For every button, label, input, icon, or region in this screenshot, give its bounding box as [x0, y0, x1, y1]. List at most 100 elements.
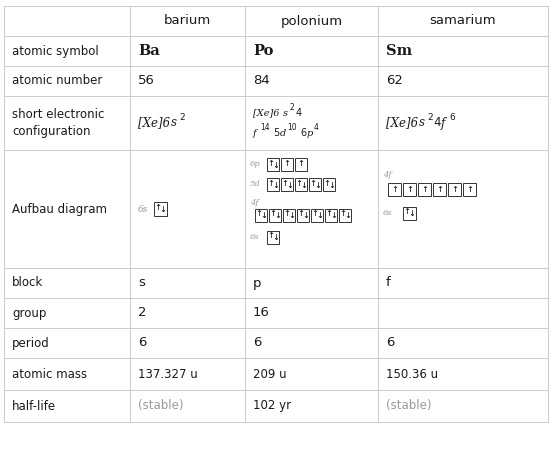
Text: ↑: ↑: [267, 158, 274, 167]
Text: 150.36 u: 150.36 u: [386, 368, 438, 381]
Text: f: f: [386, 276, 391, 289]
Bar: [295, 178, 307, 191]
Text: ↑: ↑: [267, 232, 274, 240]
Text: ↑: ↑: [155, 204, 161, 212]
Bar: [311, 208, 323, 221]
Text: 209 u: 209 u: [253, 368, 287, 381]
Text: barium: barium: [164, 14, 211, 27]
Text: configuration: configuration: [12, 124, 91, 137]
Text: ↑: ↑: [255, 210, 262, 219]
Text: Sm: Sm: [386, 44, 412, 58]
Text: ↑: ↑: [284, 159, 290, 169]
Text: ↑: ↑: [323, 178, 330, 187]
Text: p: p: [253, 276, 261, 289]
Text: 6: 6: [386, 336, 394, 350]
Bar: [269, 208, 281, 221]
Text: 6s: 6s: [383, 209, 393, 217]
Text: ↓: ↓: [272, 160, 279, 170]
Text: ↑: ↑: [421, 185, 428, 193]
Bar: [281, 158, 293, 171]
Text: ↑: ↑: [406, 185, 413, 193]
Bar: [433, 183, 446, 196]
Text: [Xe]6: [Xe]6: [253, 109, 280, 117]
Text: ↓: ↓: [409, 210, 415, 219]
Bar: [283, 208, 295, 221]
Text: (stable): (stable): [138, 399, 183, 412]
Text: [Xe]6: [Xe]6: [386, 116, 418, 130]
Text: 10: 10: [287, 123, 296, 132]
Text: ↑: ↑: [311, 210, 318, 219]
Text: atomic mass: atomic mass: [12, 368, 87, 381]
Bar: [295, 158, 307, 171]
Text: ↑: ↑: [339, 210, 346, 219]
Bar: [267, 158, 279, 171]
Text: short electronic: short electronic: [12, 109, 105, 122]
Text: polonium: polonium: [280, 14, 342, 27]
Text: 6s: 6s: [250, 233, 260, 241]
Text: 6: 6: [138, 336, 146, 350]
Text: 6: 6: [253, 336, 261, 350]
Text: ↑: ↑: [269, 210, 276, 219]
Text: f: f: [441, 116, 445, 130]
Text: p: p: [307, 129, 313, 137]
Text: 56: 56: [138, 75, 155, 88]
Bar: [267, 178, 279, 191]
Text: ↑: ↑: [451, 185, 458, 193]
Text: ↓: ↓: [302, 212, 309, 220]
Text: 16: 16: [253, 307, 270, 320]
Bar: [339, 208, 351, 221]
Text: s: s: [283, 109, 288, 117]
Text: s: s: [171, 116, 177, 130]
Text: ↓: ↓: [316, 212, 323, 220]
Text: ↑: ↑: [466, 185, 473, 193]
Text: ↓: ↓: [160, 206, 166, 214]
Text: 137.327 u: 137.327 u: [138, 368, 198, 381]
Text: ↑: ↑: [295, 178, 302, 187]
Text: ↓: ↓: [272, 180, 279, 190]
Text: atomic number: atomic number: [12, 75, 102, 88]
Text: 6s: 6s: [138, 205, 148, 213]
Bar: [325, 208, 337, 221]
Text: 4f: 4f: [250, 199, 259, 207]
Text: 14: 14: [260, 123, 270, 132]
Bar: [403, 183, 416, 196]
Text: ↑: ↑: [297, 210, 304, 219]
Text: 4: 4: [433, 116, 440, 130]
Text: ↑: ↑: [297, 159, 305, 169]
Text: ↓: ↓: [286, 180, 293, 190]
Text: (stable): (stable): [386, 399, 431, 412]
Text: 4: 4: [296, 108, 302, 118]
Text: 6: 6: [449, 112, 455, 122]
Text: 2: 2: [290, 103, 295, 112]
Text: 62: 62: [386, 75, 403, 88]
Text: ↓: ↓: [328, 180, 335, 190]
Text: 2: 2: [138, 307, 146, 320]
Text: samarium: samarium: [430, 14, 497, 27]
Bar: [403, 206, 416, 219]
Text: ↓: ↓: [314, 180, 321, 190]
Text: half-life: half-life: [12, 399, 56, 412]
Text: ↑: ↑: [281, 178, 288, 187]
Text: period: period: [12, 336, 49, 350]
Bar: [309, 178, 321, 191]
Text: s: s: [419, 116, 425, 130]
Text: 5: 5: [273, 128, 279, 138]
Bar: [267, 231, 279, 244]
Text: Ba: Ba: [138, 44, 160, 58]
Bar: [448, 183, 461, 196]
Bar: [463, 183, 476, 196]
Text: ↑: ↑: [436, 185, 443, 193]
Text: group: group: [12, 307, 46, 320]
Text: ↓: ↓: [300, 180, 307, 190]
Text: ↓: ↓: [288, 212, 295, 220]
Text: d: d: [280, 129, 286, 137]
Bar: [281, 178, 293, 191]
Text: ↑: ↑: [325, 210, 332, 219]
Text: 6: 6: [300, 128, 306, 138]
Bar: [255, 208, 267, 221]
Text: ↓: ↓: [330, 212, 337, 220]
Text: 102 yr: 102 yr: [253, 399, 291, 412]
Text: ↑: ↑: [391, 185, 398, 193]
Text: 2: 2: [179, 112, 185, 122]
Text: s: s: [138, 276, 145, 289]
